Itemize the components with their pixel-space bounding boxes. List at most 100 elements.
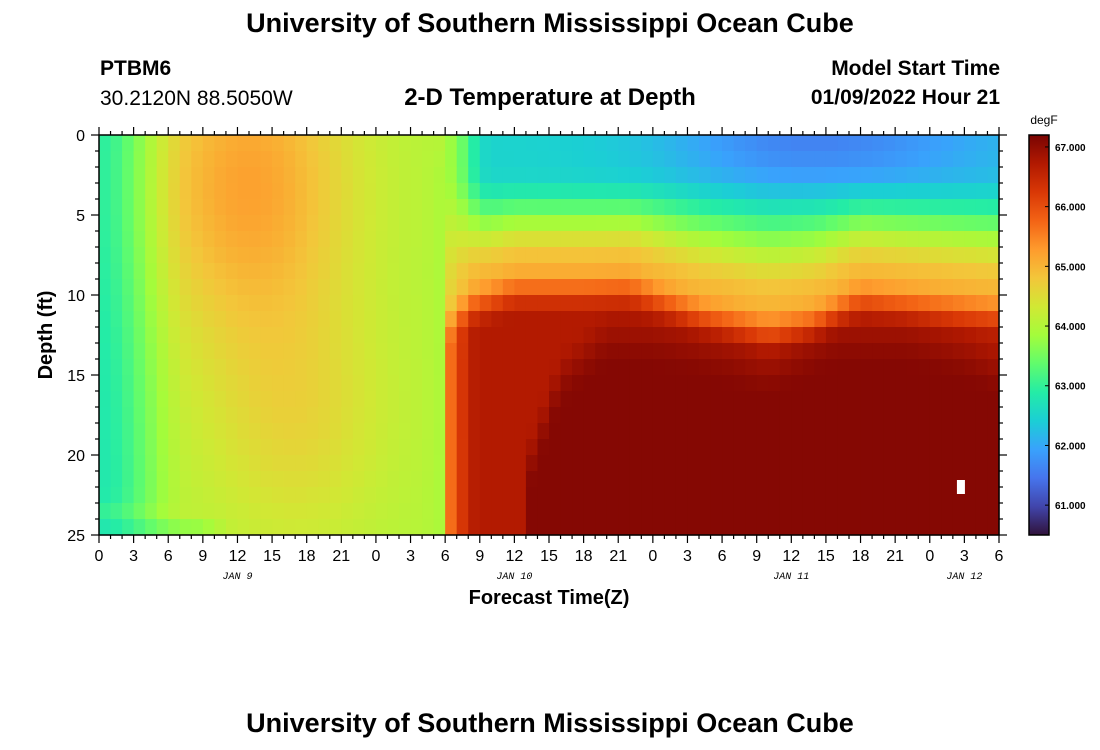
heatmap-cell	[952, 407, 965, 424]
heatmap-cell	[468, 247, 481, 264]
heatmap-cell	[860, 391, 873, 408]
heatmap-cell	[652, 295, 665, 312]
heatmap-cell	[560, 471, 573, 488]
heatmap-cell	[456, 215, 469, 232]
heatmap-cell	[191, 503, 204, 520]
heatmap-cell	[895, 151, 908, 168]
heatmap-cell	[918, 519, 931, 536]
heatmap-cell	[249, 151, 262, 168]
heatmap-cell	[237, 183, 250, 200]
heatmap-cell	[502, 327, 515, 344]
heatmap-cell	[191, 375, 204, 392]
heatmap-cell	[941, 439, 954, 456]
heatmap-cell	[964, 263, 977, 280]
heatmap-cell	[283, 279, 296, 296]
heatmap-cell	[549, 151, 562, 168]
heatmap-cell	[641, 247, 654, 264]
heatmap-cell	[733, 247, 746, 264]
heatmap-cell	[895, 439, 908, 456]
heatmap-cell	[768, 503, 781, 520]
heatmap-cell	[387, 263, 400, 280]
heatmap-cell	[652, 151, 665, 168]
heatmap-cell	[237, 215, 250, 232]
heatmap-cell	[156, 359, 169, 376]
heatmap-cell	[145, 167, 158, 184]
heatmap-cell	[710, 327, 723, 344]
heatmap-cell	[479, 455, 492, 472]
heatmap-cell	[364, 359, 377, 376]
heatmap-cell	[779, 487, 792, 504]
heatmap-cell	[214, 247, 227, 264]
heatmap-cell	[618, 423, 631, 440]
heatmap-cell	[618, 391, 631, 408]
heatmap-cell	[422, 487, 435, 504]
heatmap-cell	[814, 471, 827, 488]
heatmap-cell	[422, 135, 435, 152]
heatmap-cell	[929, 183, 942, 200]
heatmap-cell	[918, 263, 931, 280]
heatmap-cell	[214, 423, 227, 440]
heatmap-cell	[825, 407, 839, 424]
heatmap-cell	[537, 183, 550, 200]
heatmap-cell	[952, 359, 965, 376]
heatmap-cell	[145, 391, 158, 408]
heatmap-cell	[399, 151, 412, 168]
heatmap-cell	[329, 199, 342, 216]
heatmap-cell	[375, 247, 389, 264]
heatmap-cell	[491, 423, 504, 440]
heatmap-cell	[849, 439, 862, 456]
heatmap-cell	[133, 279, 146, 296]
heatmap-cell	[975, 423, 989, 440]
heatmap-cell	[964, 327, 977, 344]
heatmap-cell	[318, 471, 331, 488]
heatmap-cell	[652, 519, 665, 536]
heatmap-cell	[883, 295, 896, 312]
heatmap-cell	[318, 215, 331, 232]
heatmap-cell	[675, 407, 689, 424]
heatmap-cell	[468, 343, 481, 360]
heatmap-cell	[225, 471, 239, 488]
heatmap-cell	[802, 151, 815, 168]
chart-title: 2-D Temperature at Depth	[404, 84, 696, 111]
heatmap-cell	[895, 167, 908, 184]
heatmap-cell	[837, 295, 850, 312]
heatmap-cell	[652, 503, 665, 520]
heatmap-cell	[606, 407, 619, 424]
heatmap-cell	[375, 471, 389, 488]
heatmap-cell	[860, 519, 873, 536]
heatmap-cell	[549, 295, 562, 312]
heatmap-cell	[249, 135, 262, 152]
heatmap-cell	[272, 391, 285, 408]
heatmap-cell	[445, 343, 458, 360]
heatmap-cell	[502, 215, 515, 232]
heatmap-cell	[699, 359, 712, 376]
heatmap-cell	[410, 519, 423, 536]
heatmap-cell	[572, 135, 585, 152]
heatmap-cell	[329, 359, 342, 376]
heatmap-cell	[306, 311, 319, 328]
heatmap-cell	[179, 215, 192, 232]
heatmap-cell	[249, 487, 262, 504]
heatmap-cell	[445, 471, 458, 488]
heatmap-cell	[745, 215, 758, 232]
heatmap-cell	[491, 519, 504, 536]
heatmap-cell	[641, 327, 654, 344]
heatmap-cell	[145, 439, 158, 456]
heatmap-cell	[860, 311, 873, 328]
heatmap-cell	[283, 215, 296, 232]
heatmap-cell	[225, 407, 239, 424]
heatmap-cell	[629, 439, 642, 456]
heatmap-cell	[260, 407, 273, 424]
heatmap-cell	[249, 167, 262, 184]
heatmap-cell	[906, 343, 919, 360]
heatmap-cell	[860, 439, 873, 456]
heatmap-cell	[883, 439, 896, 456]
heatmap-cell	[122, 343, 135, 360]
heatmap-cell	[179, 151, 192, 168]
heatmap-cell	[525, 231, 539, 248]
colorbar: 61.00062.00063.00064.00065.00066.00067.0…	[1028, 134, 1086, 536]
heatmap-cell	[122, 423, 135, 440]
heatmap-cell	[929, 215, 942, 232]
heatmap-cell	[145, 487, 158, 504]
heatmap-cell	[687, 231, 700, 248]
